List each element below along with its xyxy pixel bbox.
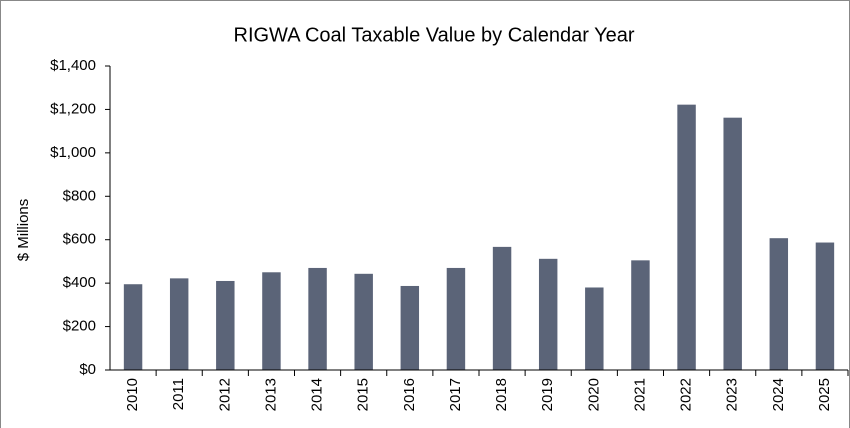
x-tick-label: 2015 — [355, 378, 372, 411]
bar — [492, 246, 512, 370]
bar — [585, 287, 604, 370]
y-tick-label: $1,200 — [50, 100, 96, 117]
x-tick-label: 2013 — [262, 378, 279, 411]
x-tick-label: 2024 — [770, 378, 787, 411]
y-tick-label: $600 — [63, 231, 96, 248]
bar — [677, 104, 696, 370]
y-tick-label: $1,400 — [50, 57, 96, 74]
bar — [262, 272, 281, 370]
x-tick-label: 2011 — [170, 378, 187, 410]
bar — [169, 278, 189, 370]
bar — [769, 238, 789, 370]
x-tick-label: 2019 — [539, 378, 556, 411]
bar — [216, 280, 235, 370]
chart-title: RIGWA Coal Taxable Value by Calendar Yea… — [234, 24, 635, 46]
x-tick-label: 2017 — [447, 378, 464, 411]
bar — [123, 284, 143, 370]
x-tick-label: 2018 — [493, 378, 510, 411]
bar — [446, 267, 466, 370]
x-tick-label: 2023 — [724, 378, 741, 411]
bar — [631, 260, 650, 370]
bar — [354, 273, 373, 370]
x-tick-label: 2021 — [631, 378, 648, 411]
y-tick-label: $400 — [63, 274, 96, 291]
y-axis-label: $ Millions — [15, 199, 32, 262]
x-tick-label: 2020 — [585, 378, 602, 411]
x-tick-label: 2022 — [678, 378, 695, 411]
bar — [400, 285, 420, 370]
bar — [538, 258, 558, 370]
y-tick-label: $800 — [63, 187, 96, 204]
x-tick-label: 2010 — [124, 378, 141, 411]
bar — [723, 117, 742, 371]
y-tick-label: $200 — [63, 318, 96, 335]
bar — [815, 242, 835, 370]
x-tick-label: 2025 — [816, 378, 833, 411]
x-tick-label: 2016 — [401, 378, 418, 411]
bar — [308, 267, 327, 370]
y-tick-label: $1,000 — [50, 144, 96, 161]
y-tick-label: $0 — [79, 361, 96, 378]
x-tick-label: 2014 — [309, 378, 326, 411]
x-tick-label: 2012 — [216, 378, 233, 411]
